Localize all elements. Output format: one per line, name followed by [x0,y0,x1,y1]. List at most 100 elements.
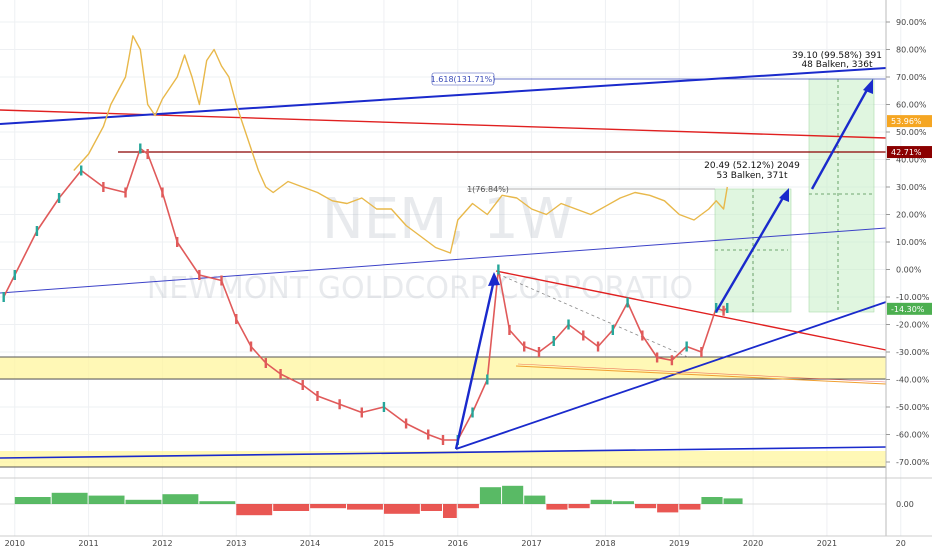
projection-box-2[interactable] [808,78,875,313]
candle-mark [124,187,127,198]
price-badge-label: 53.96% [891,117,922,126]
oscillator-bar [347,504,383,510]
projection-arrowhead-1 [779,188,789,202]
oscillator-bar [701,497,723,504]
y-tick-label: 40.00% [896,156,927,165]
x-tick-label: 2013 [226,539,246,548]
candle-mark [139,143,142,154]
x-tick-label: 20 [896,539,906,548]
support-trend-line[interactable] [455,301,887,450]
series-layer [2,35,729,445]
x-tick-label: 2016 [448,539,468,548]
price-badge-bg [887,302,932,315]
upper-channel-line[interactable] [0,67,887,125]
series-line-1[interactable] [73,35,728,254]
y-tick-label: -50.00% [896,403,930,412]
candle-mark [486,374,489,385]
y-tick-label: -30.00% [896,348,930,357]
price-badge-bg [887,146,932,159]
price-badge-bg [887,115,932,128]
y-tick-label: 50.00% [896,128,927,137]
oscillator-bar [310,504,347,509]
y-tick-label: -70.00% [896,458,930,467]
oscillator-bar [657,504,679,513]
candle-mark [404,418,408,429]
wedge-support-line[interactable] [515,365,887,385]
candle-mark [471,407,474,418]
candle-mark [670,355,674,366]
x-tick-label: 2021 [817,539,837,548]
x-tick-label: 2010 [5,539,25,548]
candle-mark [726,303,729,313]
x-tick-label: 2019 [669,539,689,548]
projection-arrow-1[interactable] [714,195,786,313]
candle-mark [13,270,16,280]
impulse-arrowhead [488,272,500,286]
oscillator-bar [457,504,479,509]
y-tick-label: 90.00% [896,18,927,27]
candle-mark [176,237,179,247]
oscillator-panel: 0.00 [0,485,914,518]
oscillator-bar [612,501,634,504]
wedge-support-line-red [517,363,887,383]
oscillator-bar [590,499,612,504]
y-tick-label: 10.00% [896,238,927,247]
candle-mark [552,336,555,346]
projection-2-label-line1: 39.10 (99.58%) 391 [792,51,882,61]
oscillator-bar [479,487,502,504]
x-axis[interactable]: 2010 2011 2012 2013 2014 2015 2016 2017 2018 2019… [5,539,906,548]
projection-arrow-2[interactable] [810,87,870,190]
y-tick-label: 60.00% [896,101,927,110]
x-tick-label: 2018 [595,539,615,548]
candle-mark [537,347,541,357]
candle-mark [596,341,600,352]
candle-mark [220,275,223,286]
candle-mark [80,165,83,176]
candle-mark [301,380,304,390]
candle-mark [338,399,341,410]
y-tick-label: -40.00% [896,376,930,385]
price-badge-label: 42.71% [891,148,922,157]
oscillator-bar [679,504,701,510]
y-tick-label: -60.00% [896,431,930,440]
impulse-arrow[interactable] [454,279,496,450]
base-channel-line[interactable] [0,446,887,459]
candle-mark [35,226,39,236]
candle-mark [264,358,267,368]
watermark-symbol: NEM, 1W [322,187,574,252]
projection-arrowhead-2 [863,79,873,94]
candle-mark [2,292,5,302]
candle-mark [427,429,430,440]
projection-arrows[interactable] [454,79,873,450]
projection-1-label-line1: 20.49 (52.12%) 2049 [704,161,800,171]
oscillator-bar [14,497,51,504]
y-tick-label: 80.00% [896,46,927,55]
fib-mid-label: 1(76.84%) [467,185,509,194]
oscillator-bar [634,504,657,509]
oscillator-bar [125,499,162,504]
candle-mark [611,325,615,335]
middle-channel-line[interactable] [0,227,887,294]
wedge-resistance-line[interactable] [495,270,887,351]
x-tick-label: 2020 [743,539,763,548]
x-tick-label: 2012 [152,539,172,548]
y-axis[interactable]: 90.00% 80.00% 70.00% 60.00% 50.00% 40.00% 30.0… [886,18,930,467]
projection-1-label-line2: 53 Balken, 371t [716,171,788,181]
candle-mark [441,435,445,445]
candle-mark [567,319,570,330]
oscillator-bar [723,498,743,504]
candle-mark [279,369,282,379]
candle-mark [641,330,644,341]
candle-mark [497,264,500,275]
support-zone-lower [0,451,886,467]
oscillator-bar [51,492,88,504]
series-line-2[interactable] [2,147,728,441]
candle-mark [626,297,629,308]
candle-mark [102,182,105,192]
oscillator-bar [383,504,420,514]
oscillator-bar [273,504,310,511]
price-badge-label: -14.30% [891,305,925,314]
price-badges: 53.96% 42.71% -14.30% [887,115,932,315]
